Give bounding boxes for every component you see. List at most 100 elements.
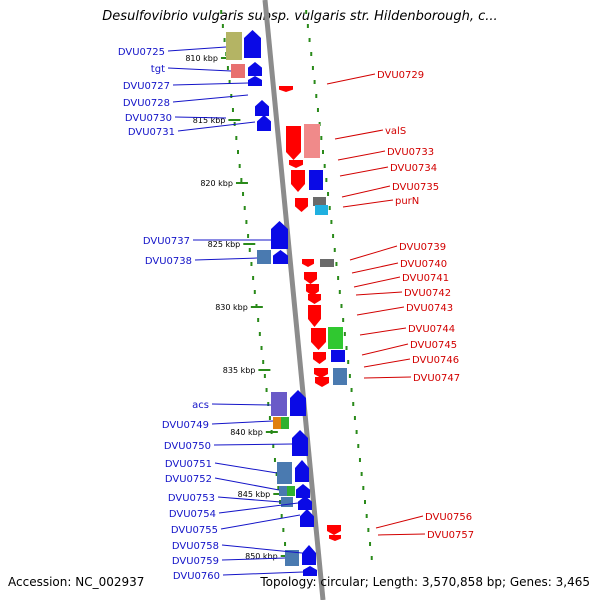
gene-label-right: DVU0756 [425,512,472,523]
tick-dot [226,66,229,70]
gene-label-left: DVU0749 [162,420,209,431]
tick-dot [365,514,368,518]
gene-label-right: DVU0757 [427,530,474,541]
label-leader-line [337,150,386,161]
gene-glyph [292,430,308,456]
tick-dot [238,164,241,168]
gene-label-left: tgt [151,64,165,75]
tick-dot [347,360,350,364]
label-leader-line [353,276,401,288]
tick-dot [284,542,287,546]
tick-dot [332,234,335,238]
tick-dot [315,94,318,98]
tick-dot [345,346,348,350]
tick-dot [342,318,345,322]
gene-label-right: DVU0744 [408,324,455,335]
gene-glyph [231,64,245,78]
tick-dot [310,52,313,56]
kbp-tick-label: 810 kbp [185,54,218,63]
gene-label-right: valS [385,126,406,137]
gene-label-left: DVU0730 [125,113,172,124]
tick-dot [247,234,250,238]
tick-dot [263,374,266,378]
tick-dot [348,374,351,378]
gene-label-left: DVU0750 [164,441,211,452]
gene-label-left: DVU0760 [173,571,220,582]
gene-label-right: DVU0729 [377,70,424,81]
tick-dot [231,108,234,112]
label-leader-line [172,94,249,103]
gene-label-right: DVU0740 [400,259,447,270]
label-leader-line [342,199,394,208]
gene-glyph [313,352,326,364]
label-leader-line [356,306,405,316]
tick-dot [250,262,253,266]
genome-title: Desulfovibrio vulgaris subsp. vulgaris s… [102,9,498,24]
tick-dot [258,332,261,336]
gene-glyph [281,417,289,429]
gene-glyph [281,497,293,507]
label-leader-line [217,496,282,503]
label-leader-line [341,185,391,198]
label-leader-line [211,420,274,425]
kbp-tick-label: 840 kbp [230,428,263,437]
tick-dot [367,528,370,532]
gene-glyph [308,294,321,304]
tick-dot [355,430,358,434]
tick-dot [277,486,280,490]
tick-dot [306,24,309,28]
gene-label-left: DVU0754 [169,509,216,520]
gene-glyph [306,284,319,296]
gene-label-left: DVU0751 [165,459,212,470]
kbp-tick-label: 825 kbp [208,240,241,249]
gene-glyph [327,525,341,535]
gene-glyph [285,550,299,566]
label-leader-line [222,571,304,576]
gene-glyph [302,259,314,267]
gene-glyph [320,259,334,267]
label-leader-line [326,73,376,85]
tick-dot [262,360,265,364]
label-leader-line [339,166,389,177]
gene-label-left: DVU0753 [168,493,215,504]
gene-glyph [331,350,345,362]
gene-label-right: DVU0734 [390,163,437,174]
gene-glyph [271,392,287,416]
tick-dot [221,24,224,28]
tick-dot [230,94,233,98]
tick-dot [364,500,366,504]
kbp-tick-label: 815 kbp [193,116,226,125]
gene-glyph [303,566,317,576]
label-leader-line [167,46,227,52]
tick-dot [272,444,275,448]
gene-label-left: DVU0759 [172,556,219,567]
tick-dot [313,80,316,84]
tick-dot [337,276,340,280]
label-leader-line [377,533,426,536]
label-leader-line [221,557,286,561]
label-leader-line [218,502,299,514]
gene-glyph [298,496,312,510]
tick-dot [330,220,333,224]
label-leader-line [167,67,232,72]
gene-glyph [289,160,303,168]
gene-glyph [248,76,262,86]
gene-label-right: DVU0745 [410,340,457,351]
tick-dot [343,332,346,336]
tick-dot [237,150,239,154]
tick-dot [370,556,373,560]
gene-glyph [273,250,288,264]
gene-label-right: DVU0735 [392,182,439,193]
gene-label-right: DVU0743 [406,303,453,314]
tick-dot [335,262,338,266]
label-leader-line [349,245,398,261]
tick-dot [353,416,356,420]
gene-glyph [295,460,309,482]
label-leader-line [375,515,424,529]
gene-label-left: DVU0728 [123,98,170,109]
gene-glyph [315,205,328,215]
label-leader-line [221,544,303,554]
gene-glyph [279,86,293,92]
